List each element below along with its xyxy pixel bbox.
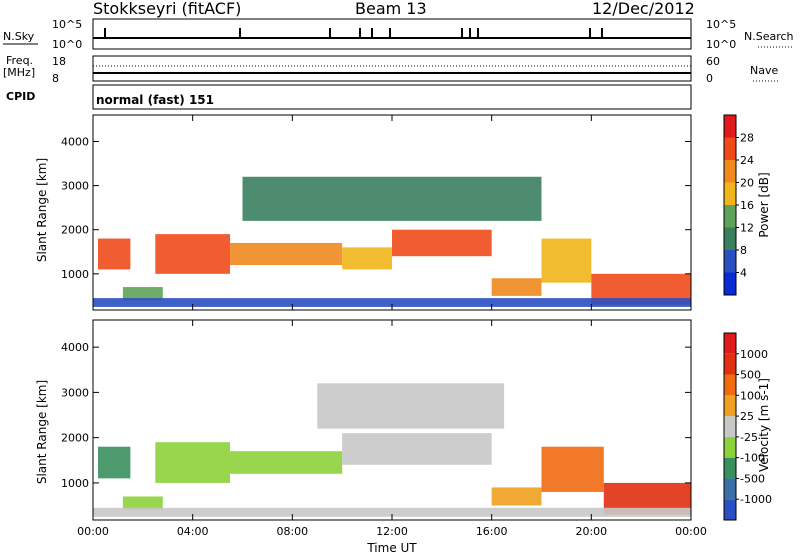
colorbar-segment: [724, 333, 736, 354]
colorbar-segment: [724, 272, 736, 295]
nave-tick-low: 0: [706, 72, 713, 85]
power-echo-region: [93, 298, 691, 307]
colorbar-tick-label: 24: [740, 154, 754, 167]
x-tick-label: 12:00: [376, 525, 408, 538]
y-tick-label: 4000: [61, 135, 89, 148]
power-echo-region: [242, 176, 542, 221]
colorbar-segment: [724, 205, 736, 228]
nsky-trace: [93, 28, 691, 39]
colorbar-segment: [724, 478, 736, 500]
x-tick-label: 00:00: [675, 525, 707, 538]
freq-tick-high: 18: [52, 55, 66, 68]
colorbar-tick-label: -25: [740, 431, 758, 444]
freq-panel-frame: [92, 55, 692, 82]
nsky-tick-low: 10^0: [52, 38, 82, 51]
colorbar-tick-label: 100: [740, 389, 761, 402]
velocity-echo-region: [342, 433, 492, 465]
y-tick-label: 4000: [61, 341, 89, 354]
colorbar-tick-label: -500: [740, 472, 765, 485]
power-echo-region: [541, 238, 592, 283]
freq-label-2: [MHz]: [3, 66, 35, 79]
power-colorbar-label: Power [dB]: [757, 172, 771, 237]
cpid-value: normal (fast) 151: [96, 93, 214, 107]
y-tick-label: 1000: [61, 268, 89, 281]
nsearch-label: N.Search: [744, 30, 794, 43]
velocity-panel: 1000 2000 3000 4000 00:00 04:00 08:00 12:00 16:0…: [61, 319, 772, 538]
colorbar-segment: [724, 395, 736, 417]
velocity-colorbar-label: Velocity [m s-1]: [757, 378, 771, 472]
colorbar-segment: [724, 160, 736, 183]
x-tick-label: 08:00: [276, 525, 308, 538]
freq-tick-low: 8: [52, 72, 59, 85]
y-tick-label: 3000: [61, 180, 89, 193]
velocity-echo-region: [230, 451, 343, 474]
velocity-echo-region: [97, 446, 131, 479]
power-echo-region: [230, 242, 343, 265]
colorbar-segment: [724, 115, 736, 138]
y-tick-label: 2000: [61, 224, 89, 237]
x-tick-label: 16:00: [476, 525, 508, 538]
colorbar-segment: [724, 137, 736, 160]
colorbar-segment: [724, 436, 736, 458]
x-tick-label: 20:00: [575, 525, 607, 538]
colorbar-frame: [723, 332, 737, 521]
colorbar-segment: [724, 182, 736, 205]
velocity-ylabel: Slant Range [km]: [35, 380, 49, 484]
colorbar-segment: [724, 227, 736, 250]
nsky-tick-high: 10^5: [52, 18, 82, 31]
nsky-label: N.Sky: [3, 30, 35, 43]
colorbar-tick-label: 4: [740, 267, 747, 280]
colorbar-segment: [724, 353, 736, 375]
colorbar-segment: [724, 457, 736, 479]
station-title: Stokkseyri (fitACF): [93, 0, 241, 18]
date-title: 12/Dec/2012: [592, 0, 695, 18]
colorbar-segment: [724, 374, 736, 396]
colorbar-tick-label: 25: [740, 410, 754, 423]
nsky-panel-frame: [92, 18, 692, 50]
colorbar-tick-label: 20: [740, 177, 754, 190]
colorbar-tick-label: 28: [740, 132, 754, 145]
velocity-echo-region: [93, 507, 691, 517]
y-tick-label: 1000: [61, 477, 89, 490]
colorbar-tick-label: -1000: [740, 493, 772, 506]
nsearch-tick-low: 10^0: [706, 38, 736, 51]
nave-label: Nave: [750, 64, 778, 77]
velocity-echo-region: [122, 496, 163, 511]
x-axis-label: Time UT: [366, 541, 417, 554]
y-tick-label: 3000: [61, 386, 89, 399]
y-tick-label: 2000: [61, 432, 89, 445]
velocity-echo-region: [155, 442, 231, 483]
power-echo-region: [97, 238, 131, 270]
power-echo-region: [392, 229, 492, 257]
velocity-echo-region: [317, 383, 505, 429]
x-tick-label: 00:00: [77, 525, 109, 538]
power-ylabel: Slant Range [km]: [35, 158, 49, 262]
colorbar-segment: [724, 416, 736, 437]
nave-tick-high: 60: [706, 55, 720, 68]
power-panel: 1000 2000 3000 4000 4 8 12 16 20 24 28: [61, 114, 754, 311]
freq-label-1: Freq.: [6, 54, 33, 67]
power-echo-region: [491, 278, 542, 296]
colorbar-tick-label: 1000: [740, 348, 768, 361]
colorbar-tick-label: 500: [740, 369, 761, 382]
power-echo-region: [122, 287, 163, 301]
cpid-label: CPID: [6, 90, 35, 103]
power-echo-region: [155, 234, 231, 274]
beam-title: Beam 13: [355, 0, 427, 18]
colorbar-tick-label: 16: [740, 199, 754, 212]
x-tick-label: 04:00: [177, 525, 209, 538]
colorbar-segment: [724, 250, 736, 273]
velocity-echo-region: [541, 446, 604, 492]
nsearch-tick-high: 10^5: [706, 18, 736, 31]
colorbar-segment: [724, 499, 736, 520]
colorbar-tick-label: 12: [740, 222, 754, 235]
colorbar-tick-label: 8: [740, 244, 747, 257]
colorbar-tick-label: -100: [740, 452, 765, 465]
power-echo-region: [342, 247, 392, 270]
velocity-echo-region: [491, 487, 542, 506]
cpid-panel-frame: [92, 84, 692, 110]
